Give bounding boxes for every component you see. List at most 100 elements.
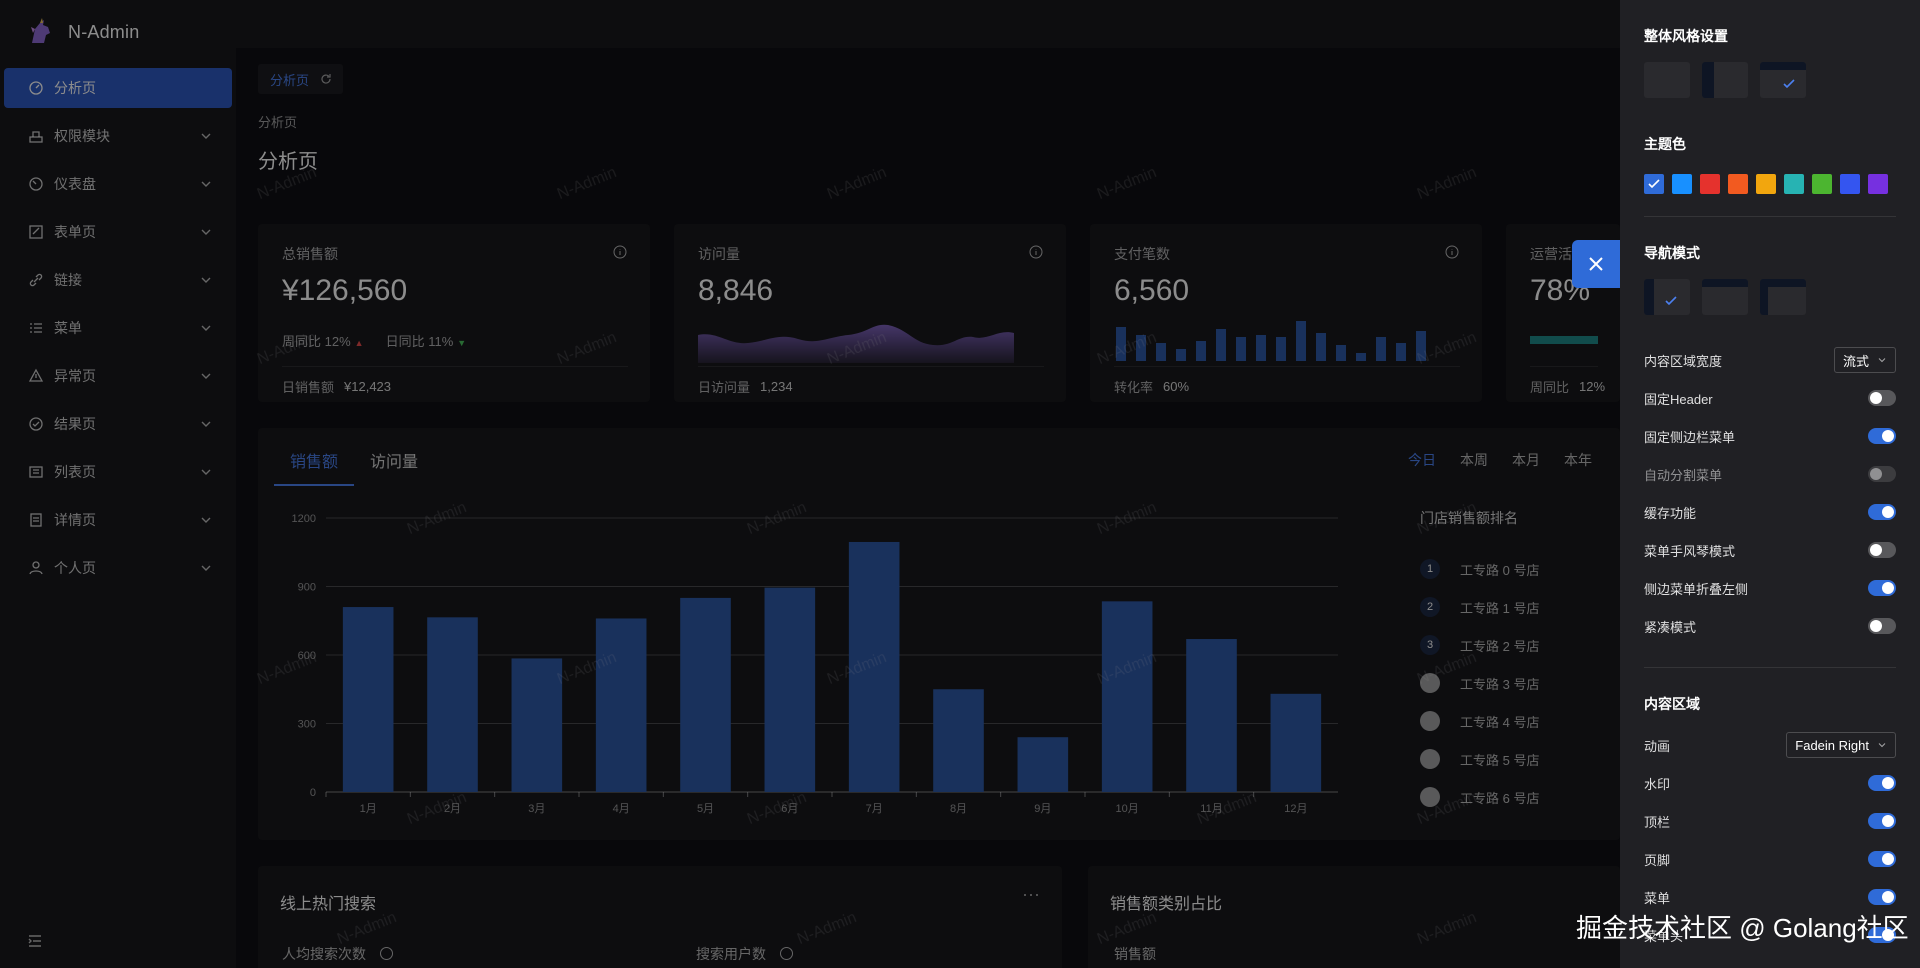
settings-drawer: 整体风格设置 主题色 导航模式 内容区域宽度 流式 固定Header 固定侧边栏菜… [1620,0,1920,968]
setting-toggle[interactable] [1868,851,1896,867]
nav-side-option[interactable] [1644,279,1690,315]
bar[interactable] [511,658,563,792]
rank-badge [1420,787,1440,807]
x-tick-label: 1月 [360,803,377,815]
range-year[interactable]: 本年 [1564,452,1592,468]
sidebar-item-3[interactable]: 表单页 [4,212,232,252]
sidebar-item-9[interactable]: 详情页 [4,500,232,540]
detail-icon [30,513,42,527]
more-icon[interactable]: ··· [1022,884,1040,904]
setting-row: 菜单头 [1644,916,1896,954]
nav-mix-option[interactable] [1760,279,1806,315]
collapse-menu-icon[interactable] [26,932,44,950]
range-today[interactable]: 今日 [1408,452,1436,468]
theme-color-swatch[interactable] [1728,174,1748,194]
theme-color-swatch[interactable] [1644,174,1664,194]
theme-color-swatch[interactable] [1756,174,1776,194]
bar[interactable] [595,618,647,792]
foot-label: 周同比 [1530,380,1570,395]
bar[interactable] [1186,639,1237,792]
nav-top-option[interactable] [1702,279,1748,315]
setting-label: 顶栏 [1644,814,1671,830]
bar[interactable] [764,587,816,792]
setting-toggle[interactable] [1868,927,1896,943]
animation-select[interactable]: Fadein Right [1786,732,1896,758]
range-week[interactable]: 本周 [1460,452,1488,468]
page-title: 分析页 [258,151,318,173]
sidebar-item-4[interactable]: 链接 [4,260,232,300]
overall-style-title: 整体风格设置 [1644,28,1728,44]
info-icon[interactable] [1444,244,1460,260]
setting-toggle[interactable] [1868,889,1896,905]
stat-value: ¥126,560 [282,274,408,307]
sidebar-item-label: 个人页 [54,560,96,576]
bar[interactable] [1270,693,1322,792]
setting-toggle[interactable] [1868,813,1896,829]
sidebar-item-0[interactable]: 分析页 [4,68,232,108]
breadcrumb[interactable]: 分析页 [258,115,298,130]
bar[interactable] [1101,601,1153,792]
theme-color-swatch[interactable] [1784,174,1804,194]
x-tick-label: 9月 [1034,803,1051,815]
range-month[interactable]: 本月 [1512,452,1540,468]
chevron-down-icon [201,325,211,331]
info-icon[interactable] [1028,244,1044,260]
bar[interactable] [848,541,900,792]
tab-sales[interactable]: 销售额 [274,448,355,486]
chevron-down-icon [201,421,211,427]
setting-toggle[interactable] [1868,504,1896,520]
theme-color-swatch[interactable] [1812,174,1832,194]
tab-visits[interactable]: 访问量 [370,454,419,471]
sidebar-item-7[interactable]: 结果页 [4,404,232,444]
setting-toggle[interactable] [1868,542,1896,558]
style-dark-option[interactable] [1760,62,1806,98]
sidebar-item-2[interactable]: 仪表盘 [4,164,232,204]
sidebar-item-5[interactable]: 菜单 [4,308,232,348]
theme-color-swatch[interactable] [1672,174,1692,194]
style-light-option[interactable] [1644,62,1690,98]
style-dark-sidebar-option[interactable] [1702,62,1748,98]
setting-toggle[interactable] [1868,618,1896,634]
ranking-row: 工专路 4 号店 [1420,702,1620,740]
check-icon [1783,79,1795,89]
dashboard-icon [29,81,43,95]
close-drawer-button[interactable] [1572,240,1620,288]
category-sales-label: 销售额 [1114,946,1156,962]
y-tick-label: 1200 [292,513,316,525]
bar[interactable] [1017,737,1069,792]
ranking-row: 工专路 5 号店 [1420,740,1620,778]
bar[interactable] [427,617,478,792]
app-logo[interactable]: N-Admin [0,0,236,64]
setting-toggle[interactable] [1868,428,1896,444]
sidebar-item-1[interactable]: 权限模块 [4,116,232,156]
x-tick-label: 4月 [613,803,630,815]
info-icon[interactable] [612,244,628,260]
bar[interactable] [342,607,394,792]
content-area-title: 内容区域 [1644,696,1700,712]
chevron-down-icon [201,181,211,187]
setting-toggle[interactable] [1868,775,1896,791]
setting-label: 侧边菜单折叠左侧 [1644,581,1749,597]
foot-label: 转化率 [1114,380,1154,395]
bar[interactable] [933,689,984,792]
theme-color-swatch[interactable] [1840,174,1860,194]
stat-value: 8,846 [698,274,774,307]
bar[interactable] [680,597,731,792]
setting-toggle[interactable] [1868,390,1896,406]
sidebar-item-10[interactable]: 个人页 [4,548,232,588]
stat-title: 支付笔数 [1114,246,1170,262]
reload-icon[interactable] [319,72,333,86]
theme-color-swatch[interactable] [1868,174,1888,194]
sidebar-item-8[interactable]: 列表页 [4,452,232,492]
theme-color-swatch[interactable] [1700,174,1720,194]
rank-badge: 1 [1420,559,1440,579]
content-width-select[interactable]: 流式 [1833,347,1896,373]
sidebar-item-6[interactable]: 异常页 [4,356,232,396]
setting-toggle[interactable] [1868,466,1896,482]
drawer-mask[interactable] [0,0,1620,968]
setting-label: 菜单头 [1644,928,1684,944]
tab-analysis[interactable]: 分析页 [258,64,344,94]
chevron-down-icon [201,469,211,475]
sidebar-item-label: 分析页 [54,80,96,96]
setting-toggle[interactable] [1868,580,1896,596]
